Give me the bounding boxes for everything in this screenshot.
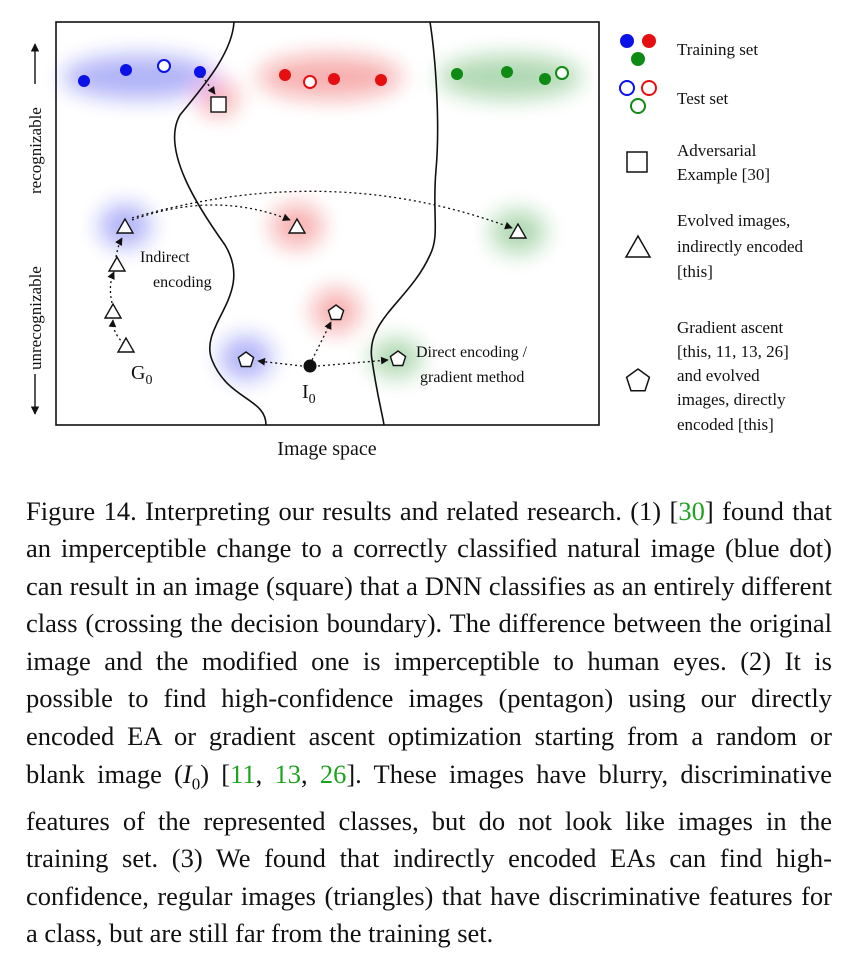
legend-test-green	[630, 98, 646, 114]
training-point	[501, 66, 513, 78]
caption-text-3: ) [	[200, 758, 231, 789]
adversarial-square	[210, 96, 227, 113]
legend-training-label: Training set	[677, 40, 758, 59]
training-point	[328, 73, 340, 85]
direct-arrow-left	[257, 357, 303, 367]
legend-gradient-1: Gradient ascent	[677, 318, 783, 337]
caption-text-1: Figure 14. Interpreting our results and …	[26, 495, 679, 526]
legend-evolved-1: Evolved images,	[677, 211, 790, 230]
legend-gradient-5: encoded [this]	[677, 415, 774, 434]
legend-triangle	[624, 234, 652, 258]
test-point	[157, 59, 171, 73]
triangle-g0	[116, 336, 136, 353]
pentagon	[327, 304, 345, 321]
caption-separator: ,	[255, 758, 275, 789]
legend-adversarial-2: Example [30]	[677, 165, 770, 184]
legend-pentagon	[625, 368, 651, 392]
legend-test-blue	[619, 80, 635, 96]
figure-caption: Figure 14. Interpreting our results and …	[26, 493, 832, 953]
pentagon	[237, 351, 255, 368]
legend-training-red	[642, 34, 656, 48]
caption-separator: ,	[300, 758, 320, 789]
legend-training-green	[631, 52, 645, 66]
legend-gradient-4: images, directly	[677, 390, 786, 409]
caption-text-4: ]. These images have blurry, discriminat…	[26, 758, 832, 949]
caption-text-2: ] found that an imperceptible change to …	[26, 495, 833, 789]
decision-boundary-left	[173, 21, 267, 426]
adversarial-arrow	[201, 75, 216, 95]
training-point	[451, 68, 463, 80]
direct-arrow-right	[317, 356, 389, 367]
indirect-chain-3	[115, 237, 123, 258]
citation-link-13[interactable]: 13	[274, 758, 301, 789]
legend-evolved-2: indirectly encoded	[677, 237, 804, 256]
i0-point	[303, 359, 317, 373]
citation-link-11[interactable]: 11	[230, 758, 256, 789]
training-point	[120, 64, 132, 76]
legend-adversarial-1: Adversarial	[677, 141, 757, 160]
legend-gradient-2: [this, 11, 13, 26]	[677, 342, 789, 361]
test-point	[303, 75, 317, 89]
legend-test-red	[641, 80, 657, 96]
training-point	[194, 66, 206, 78]
training-point	[375, 74, 387, 86]
triangle	[287, 217, 307, 234]
triangle	[115, 217, 135, 234]
citation-link-30[interactable]: 30	[678, 495, 705, 526]
i0-label: I0	[302, 381, 316, 407]
indirect-label-2: encoding	[153, 274, 212, 291]
citation-link-26[interactable]: 26	[319, 758, 347, 789]
indirect-label-1: Indirect	[140, 249, 190, 266]
triangle	[107, 255, 127, 272]
indirect-chain-1	[108, 319, 125, 345]
triangle	[103, 302, 123, 319]
legend-training-blue	[620, 34, 634, 48]
direct-label-1: Direct encoding /	[416, 344, 528, 361]
y-axis-recognizable: recognizable	[26, 107, 45, 194]
direct-label-2: gradient method	[420, 369, 524, 386]
legend: Training set Test set Adversarial Exampl…	[619, 34, 804, 434]
legend-square	[626, 151, 648, 173]
direct-arrow-up	[311, 321, 332, 361]
training-point	[78, 75, 90, 87]
indirect-chain-2	[107, 271, 115, 304]
training-point	[279, 69, 291, 81]
legend-evolved-3: [this]	[677, 262, 713, 281]
test-point	[555, 66, 569, 80]
x-axis-label: Image space	[277, 438, 377, 460]
decision-boundary-right	[370, 21, 439, 426]
triangle	[508, 222, 528, 239]
training-point	[539, 73, 551, 85]
pentagon	[389, 350, 407, 367]
g0-label: G0	[131, 362, 152, 388]
math-i0: I0	[182, 758, 201, 793]
y-axis-unrecognizable: unrecognizable	[26, 266, 45, 370]
legend-gradient-3: and evolved	[677, 366, 760, 385]
figure-14-diagram: Indirect encoding G0 I0 Direct encoding …	[26, 21, 804, 460]
evolve-arc-far	[131, 190, 513, 230]
legend-test-label: Test set	[677, 89, 728, 108]
